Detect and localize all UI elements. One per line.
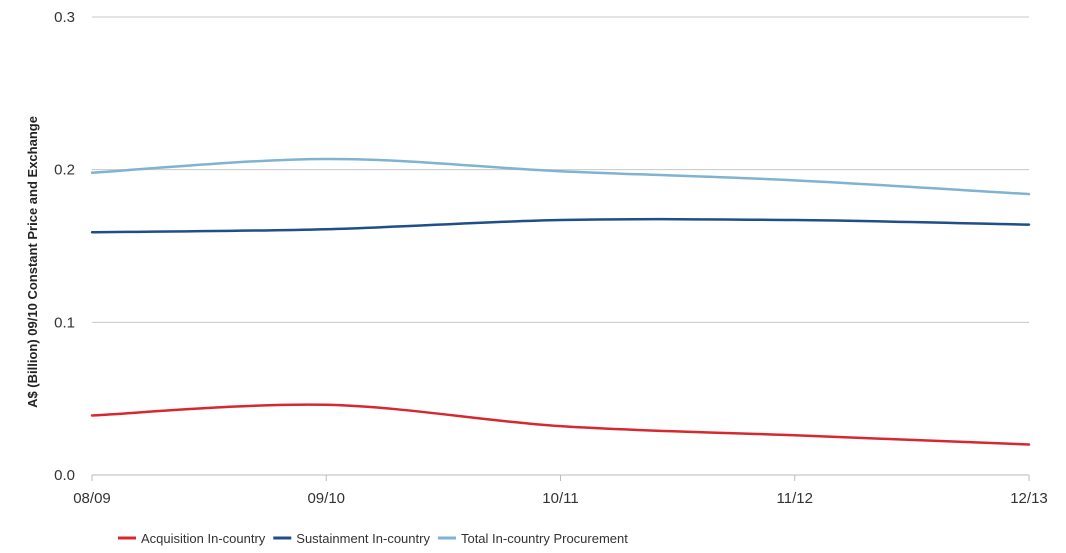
x-tick-label: 10/11: [542, 490, 578, 507]
y-tick-label: 0.3: [54, 9, 75, 26]
legend-item-sustainment-in-country: Sustainment In-country: [273, 531, 430, 546]
y-tick-label: 0.2: [54, 162, 75, 179]
x-tick-labels: 08/09 09/10 10/11 11/12 12/13: [73, 490, 1048, 507]
x-tick-label: 09/10: [307, 490, 345, 507]
series-line-total-in-country-procurement: [90, 157, 1031, 196]
legend-label: Total In-country Procurement: [461, 531, 628, 546]
x-tick-label: 12/13: [1010, 490, 1048, 507]
legend-label: Sustainment In-country: [296, 531, 430, 546]
x-tick-label: 11/12: [777, 490, 813, 507]
series-line-sustainment-in-country: [90, 217, 1031, 234]
legend-item-total-in-country-procurement: Total In-country Procurement: [437, 531, 628, 546]
legend-label: Acquisition In-country: [141, 531, 266, 546]
x-tick-label: 08/09: [73, 490, 111, 507]
gridlines: [92, 16, 1029, 323]
y-tick-labels: 0.0 0.1 0.2 0.3: [54, 9, 75, 484]
legend-item-acquisition-in-country: Acquisition In-country: [118, 531, 266, 546]
x-axis: [91, 474, 1030, 481]
series-line-acquisition-in-country: [90, 403, 1031, 446]
y-tick-label: 0.0: [54, 467, 75, 484]
y-axis-title: A$ (Billion) 09/10 Constant Price and Ex…: [25, 116, 40, 408]
legend: Acquisition In-country Sustainment In-cou…: [118, 531, 628, 546]
y-tick-label: 0.1: [54, 314, 75, 331]
series-lines: [90, 157, 1031, 446]
